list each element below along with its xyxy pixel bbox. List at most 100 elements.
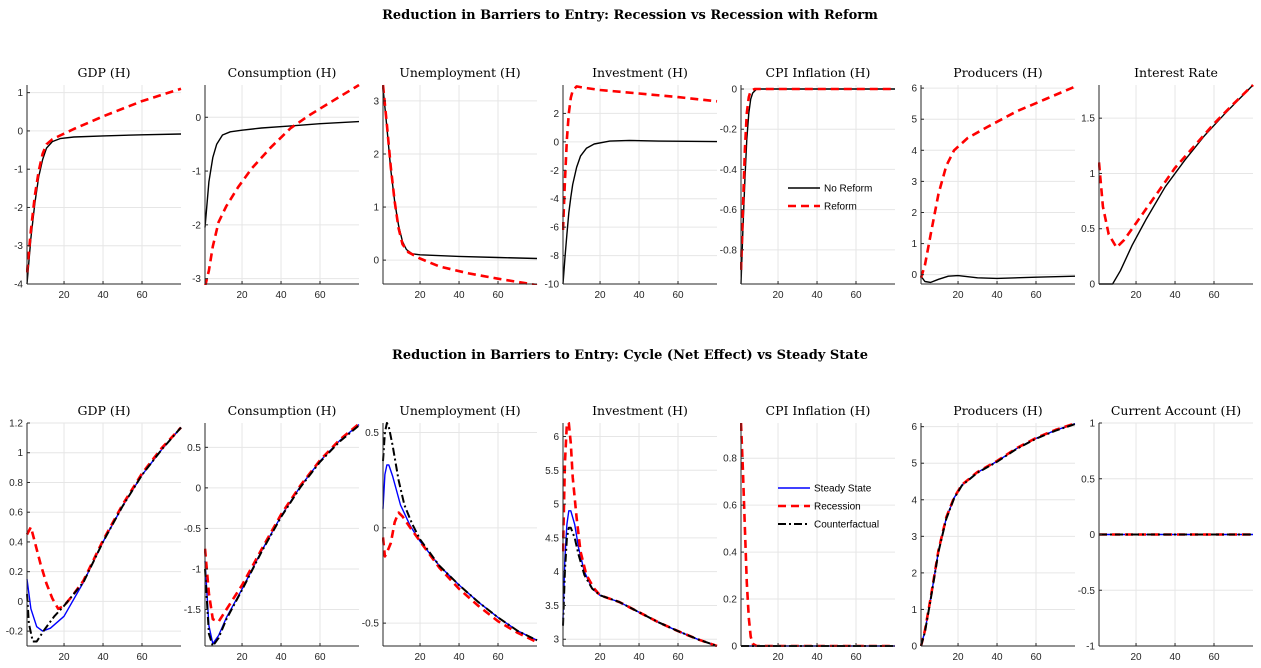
chart-panel-top-2: 20 40 60 -3 -2 -1 0 Consumption (H) [192, 65, 360, 301]
series-line-no-reform [26, 133, 182, 285]
x-tick-label: 40 [453, 290, 465, 301]
y-tick-label: 0 [1089, 280, 1095, 291]
series-line-counterfactual [920, 423, 1076, 647]
y-tick-label: -0.8 [720, 245, 738, 256]
x-tick-label: 20 [772, 290, 784, 301]
top-figure-title: Reduction in Barriers to Entry: Recessio… [382, 8, 878, 23]
series-line-recession [204, 422, 360, 623]
chart-title: Producers (H) [953, 65, 1042, 80]
y-tick-label: 6 [911, 84, 917, 95]
y-tick-label: 0.8 [723, 454, 737, 465]
y-tick-label: -0.2 [720, 125, 738, 136]
y-tick-label: 3 [911, 177, 917, 188]
y-tick-label: 3.5 [545, 601, 559, 612]
x-tick-label: 60 [314, 652, 326, 663]
chart-panel-top-3: 20 40 60 0 1 2 3 Unemployment (H) [373, 65, 538, 301]
plot-area [1099, 85, 1253, 284]
y-tick-label: -2 [550, 166, 559, 177]
y-tick-label: 4.5 [545, 533, 559, 544]
x-tick-label: 20 [594, 652, 606, 663]
y-tick-label: 0.6 [723, 501, 737, 512]
y-tick-label: 5 [911, 459, 917, 470]
y-tick-label: -1 [192, 564, 201, 575]
y-tick-label: 0 [731, 85, 737, 96]
x-tick-label: 20 [1130, 290, 1142, 301]
legend-label: Reform [824, 202, 857, 213]
series-group [740, 87, 895, 285]
x-tick-label: 20 [594, 290, 606, 301]
chart-panel-bottom-7: 20 40 60 -1 -0.5 0 0.5 1 Current Account (H) [1078, 403, 1253, 663]
series-line-recession [382, 511, 538, 644]
series-line-no-reform [562, 139, 718, 285]
y-tick-label: 1 [911, 605, 917, 616]
series-line-steady-state [26, 427, 182, 632]
y-tick-label: 0.5 [365, 428, 379, 439]
legend-label: Counterfactual [814, 520, 879, 531]
series-line-reform [1098, 84, 1254, 249]
x-tick-label: 20 [772, 652, 784, 663]
x-tick-label: 20 [236, 652, 248, 663]
y-tick-label: 4 [911, 146, 917, 157]
x-tick-label: 40 [275, 290, 287, 301]
y-tick-label: 1 [17, 88, 23, 99]
chart-panel-bottom-6: 20 40 60 0 1 2 3 4 5 6 Producers (H) [911, 403, 1076, 663]
y-tick-label: -0.5 [1078, 586, 1096, 597]
chart-panel-bottom-3: 20 40 60 -0.5 0 0.5 Unemployment (H) [362, 403, 538, 663]
legend-label: Recession [814, 502, 861, 513]
series-line-reform [920, 85, 1076, 279]
plot-area [27, 85, 181, 284]
series-group [204, 84, 360, 285]
x-tick-label: 60 [850, 290, 862, 301]
x-tick-label: 60 [136, 290, 148, 301]
series-line-recession [740, 422, 895, 647]
x-tick-label: 20 [952, 652, 964, 663]
y-tick-label: -1 [192, 167, 201, 178]
plot-area [741, 423, 895, 646]
x-tick-label: 60 [136, 652, 148, 663]
y-tick-label: 6 [911, 422, 917, 433]
y-tick-label: 1.2 [9, 419, 23, 430]
plot-area [563, 85, 717, 284]
y-tick-label: 0 [195, 113, 201, 124]
series-line-no-reform [1099, 84, 1254, 285]
x-tick-label: 20 [236, 290, 248, 301]
chart-title: Interest Rate [1134, 65, 1218, 80]
y-tick-label: -10 [545, 280, 560, 291]
series-line-recession [26, 426, 182, 611]
plot-area [205, 85, 359, 284]
y-tick-label: -2 [192, 220, 201, 231]
x-tick-label: 60 [1208, 290, 1220, 301]
y-tick-label: 0.4 [9, 537, 23, 548]
series-line-reform [740, 87, 895, 270]
y-tick-label: -0.6 [720, 205, 738, 216]
x-tick-label: 40 [991, 290, 1003, 301]
y-tick-label: -0.2 [6, 627, 24, 638]
y-tick-label: 3 [373, 96, 379, 107]
series-group [26, 426, 182, 643]
series-group [26, 87, 182, 285]
y-tick-label: 0 [373, 523, 379, 534]
chart-panel-bottom-5: 20 40 60 0 0.2 0.4 0.6 0.8 CPI Inflation (H) [723, 403, 895, 663]
series-line-no-reform [920, 274, 1076, 284]
legend-top: No Reform Reform [788, 184, 872, 213]
y-tick-label: 3 [553, 635, 559, 646]
chart-panel-top-7: 20 40 60 0 0.5 1 1.5 Interest Rate [1081, 65, 1254, 301]
x-tick-label: 60 [850, 652, 862, 663]
x-tick-label: 40 [1169, 652, 1181, 663]
y-tick-label: -1 [14, 165, 23, 176]
y-tick-label: 0 [17, 126, 23, 137]
y-tick-label: 0 [17, 597, 23, 608]
x-tick-label: 60 [492, 290, 504, 301]
series-line-reform [26, 87, 182, 273]
y-tick-label: 4 [911, 495, 917, 506]
y-tick-label: -8 [550, 251, 559, 262]
plot-area [27, 423, 181, 646]
chart-title: Investment (H) [592, 65, 688, 80]
y-tick-label: 1 [1089, 169, 1095, 180]
plot-area [921, 85, 1075, 284]
series-line-no-reform [204, 120, 360, 228]
y-tick-label: -2 [14, 203, 23, 214]
x-tick-label: 20 [952, 290, 964, 301]
chart-title: GDP (H) [77, 65, 130, 80]
